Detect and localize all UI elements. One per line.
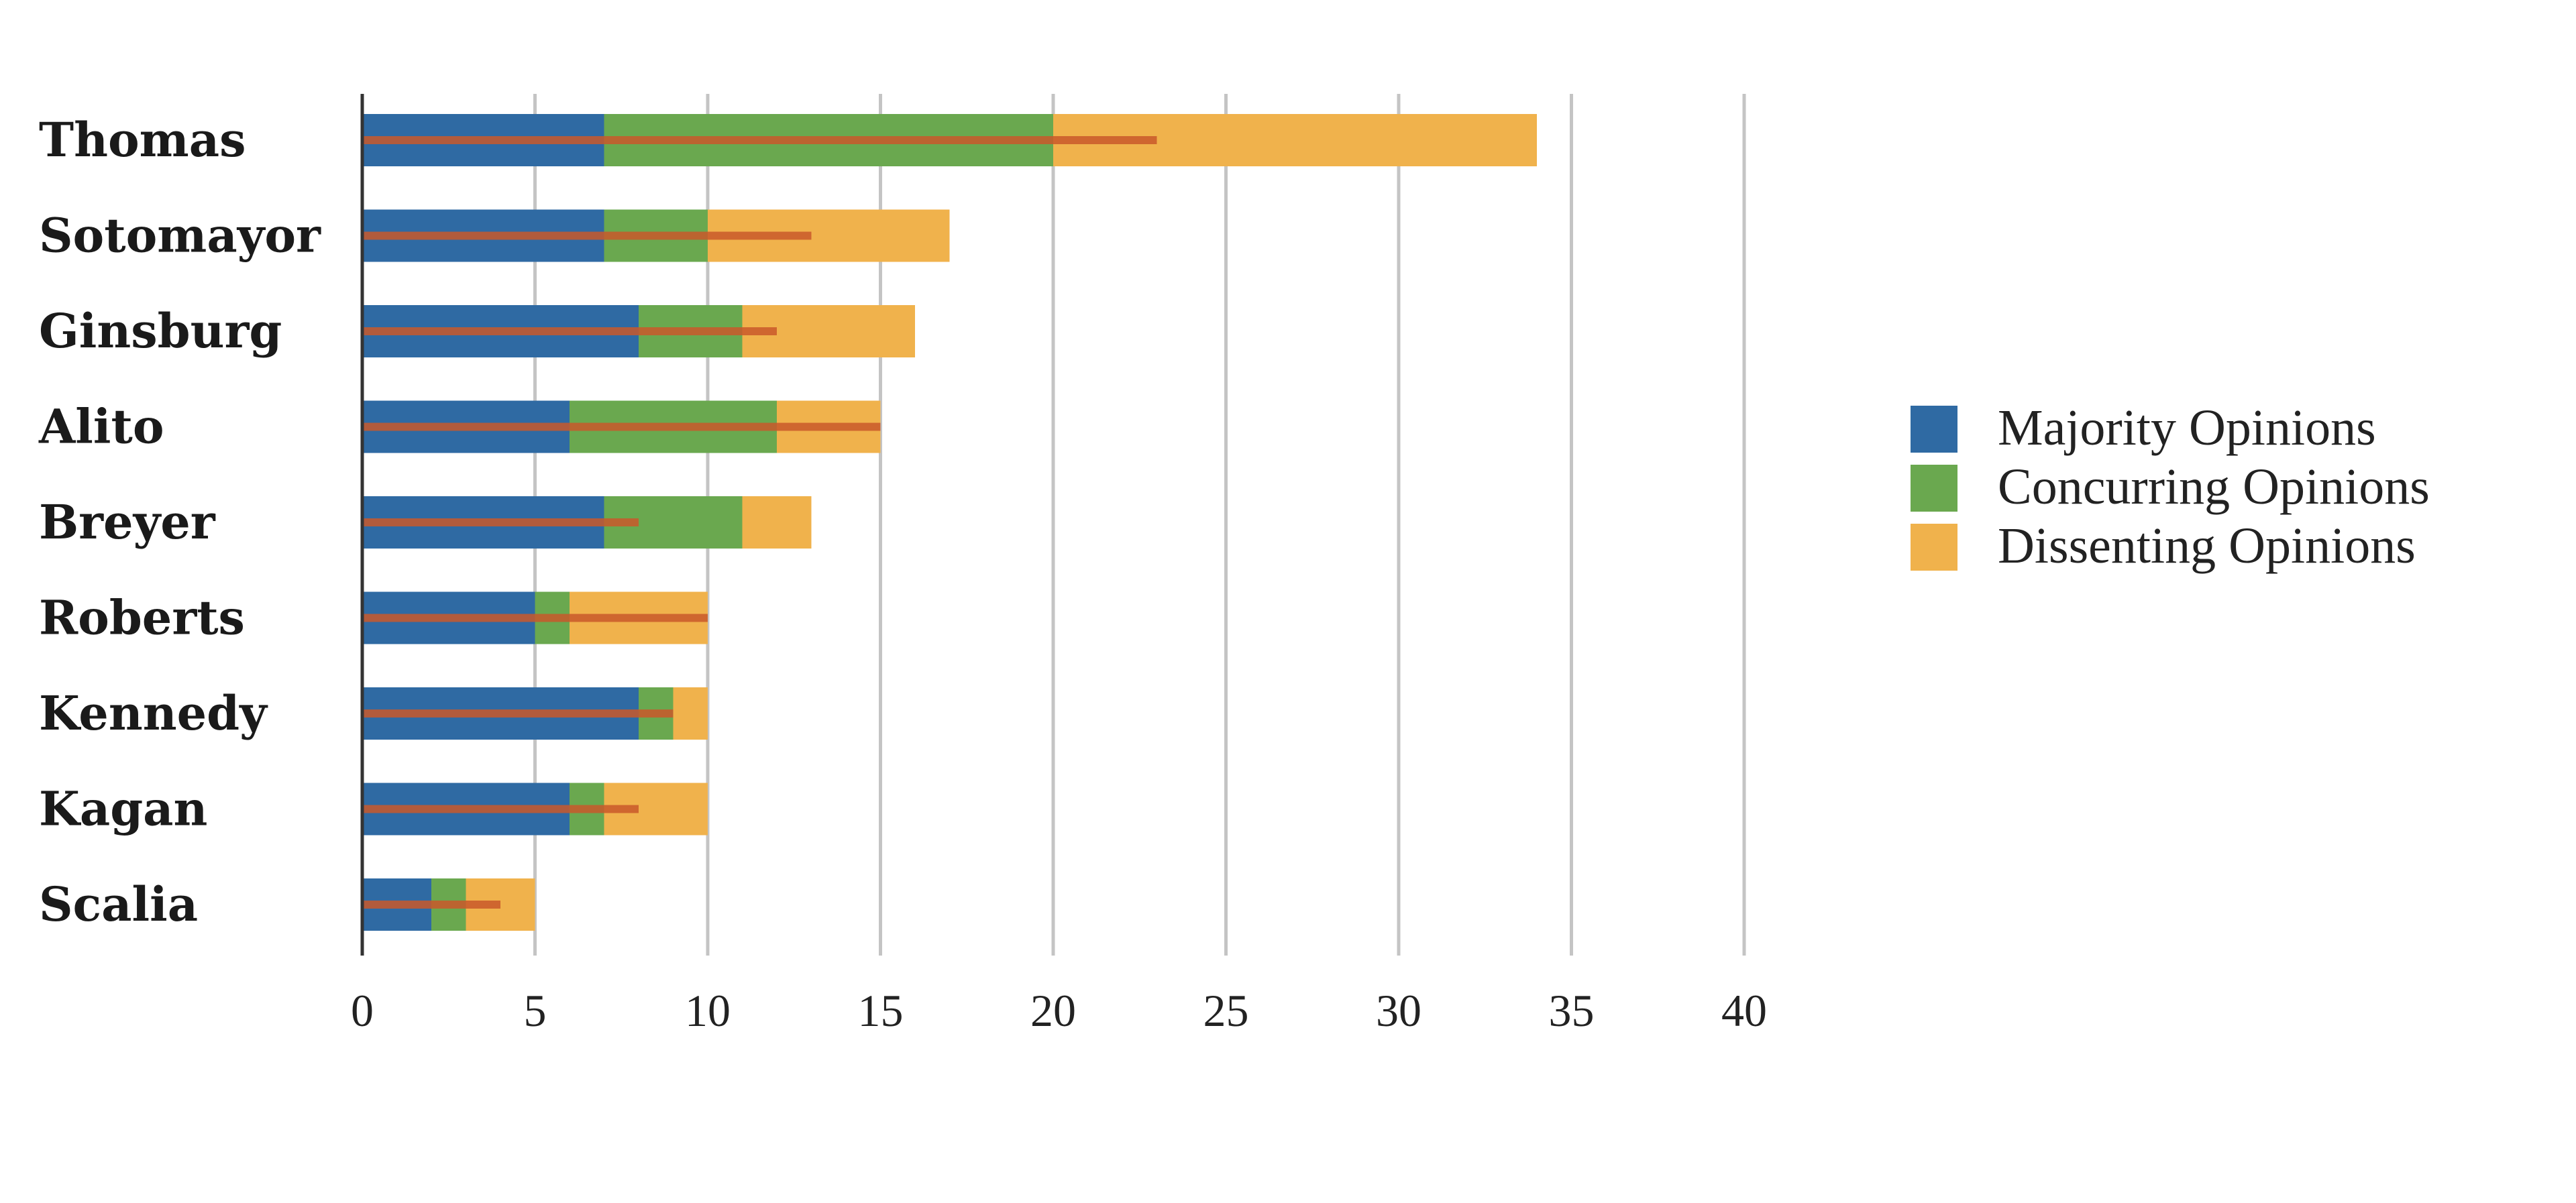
category-label: Sotomayor xyxy=(39,208,321,264)
overlay-marker xyxy=(362,614,708,622)
overlay-marker xyxy=(362,327,777,335)
legend-label: Dissenting Opinions xyxy=(1998,518,2416,574)
x-tick-label: 10 xyxy=(685,985,731,1036)
category-label: Kennedy xyxy=(39,685,268,741)
bar-segment-dissenting-opinions xyxy=(742,496,812,549)
x-tick-label: 20 xyxy=(1030,985,1076,1036)
category-label: Alito xyxy=(38,399,164,455)
overlay-marker xyxy=(362,136,1157,144)
legend-swatch xyxy=(1911,406,1957,453)
category-label: Ginsburg xyxy=(39,303,282,359)
legend-swatch xyxy=(1911,465,1957,512)
category-label: Roberts xyxy=(39,590,245,646)
legend-swatch xyxy=(1911,524,1957,571)
overlay-marker xyxy=(362,901,500,909)
overlay-marker xyxy=(362,805,639,813)
x-tick-label: 0 xyxy=(351,985,374,1036)
category-label: Breyer xyxy=(39,494,216,550)
x-tick-label: 5 xyxy=(524,985,547,1036)
x-tick-label: 35 xyxy=(1549,985,1595,1036)
overlay-marker xyxy=(362,422,881,431)
category-label: Thomas xyxy=(39,112,246,168)
bar-segment-dissenting-opinions xyxy=(673,687,708,740)
x-tick-label: 25 xyxy=(1203,985,1249,1036)
x-tick-label: 40 xyxy=(1721,985,1767,1036)
overlay-markers xyxy=(362,136,1157,909)
category-label: Scalia xyxy=(39,876,198,932)
category-labels: Thomas Sotomayor Ginsburg Alito Breyer Robert… xyxy=(38,112,321,932)
x-tick-label: 30 xyxy=(1376,985,1421,1036)
legend-label: Majority Opinions xyxy=(1998,400,2376,456)
category-label: Kagan xyxy=(39,781,207,837)
x-tick-labels: 0 5 10 15 20 25 30 35 40 xyxy=(351,985,1767,1036)
x-tick-label: 15 xyxy=(858,985,904,1036)
legend-label: Concurring Opinions xyxy=(1998,459,2430,515)
overlay-marker xyxy=(362,518,639,526)
overlay-marker xyxy=(362,231,812,240)
overlay-marker xyxy=(362,709,674,718)
